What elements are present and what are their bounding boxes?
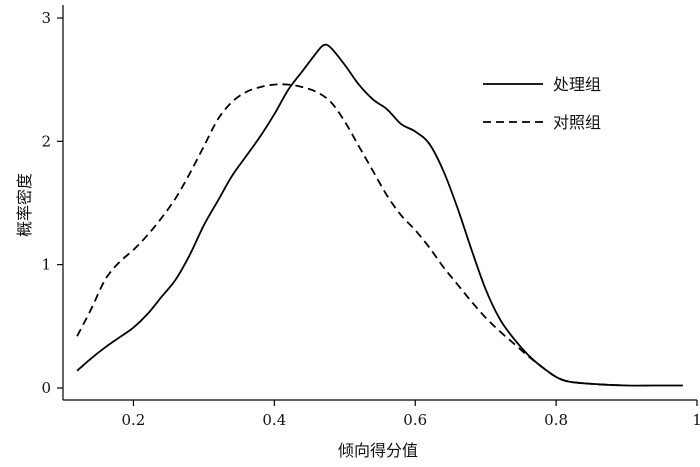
y-tick-label: 0 bbox=[41, 379, 51, 397]
x-tick-label: 0.2 bbox=[122, 411, 146, 429]
y-tick-label: 3 bbox=[41, 9, 51, 27]
x-axis-title: 倾向得分值 bbox=[338, 441, 418, 460]
y-tick-label: 1 bbox=[41, 256, 51, 274]
series-layer bbox=[76, 43, 683, 387]
chart-axes: 0.2 0.4 0.6 0.8 1 0 1 2 3 bbox=[41, 5, 700, 429]
series-line-control bbox=[76, 83, 627, 387]
y-axis-title: 概率密度 bbox=[15, 173, 34, 237]
legend-label-treatment: 处理组 bbox=[553, 75, 601, 94]
x-tick-label: 0.6 bbox=[403, 411, 427, 429]
x-tick-label: 0.8 bbox=[544, 411, 568, 429]
x-tick-label: 0.4 bbox=[262, 411, 286, 429]
y-tick-label: 2 bbox=[41, 132, 51, 150]
series-line-treatment bbox=[76, 43, 683, 387]
x-tick-label: 1 bbox=[692, 411, 700, 429]
legend-label-control: 对照组 bbox=[553, 113, 601, 132]
